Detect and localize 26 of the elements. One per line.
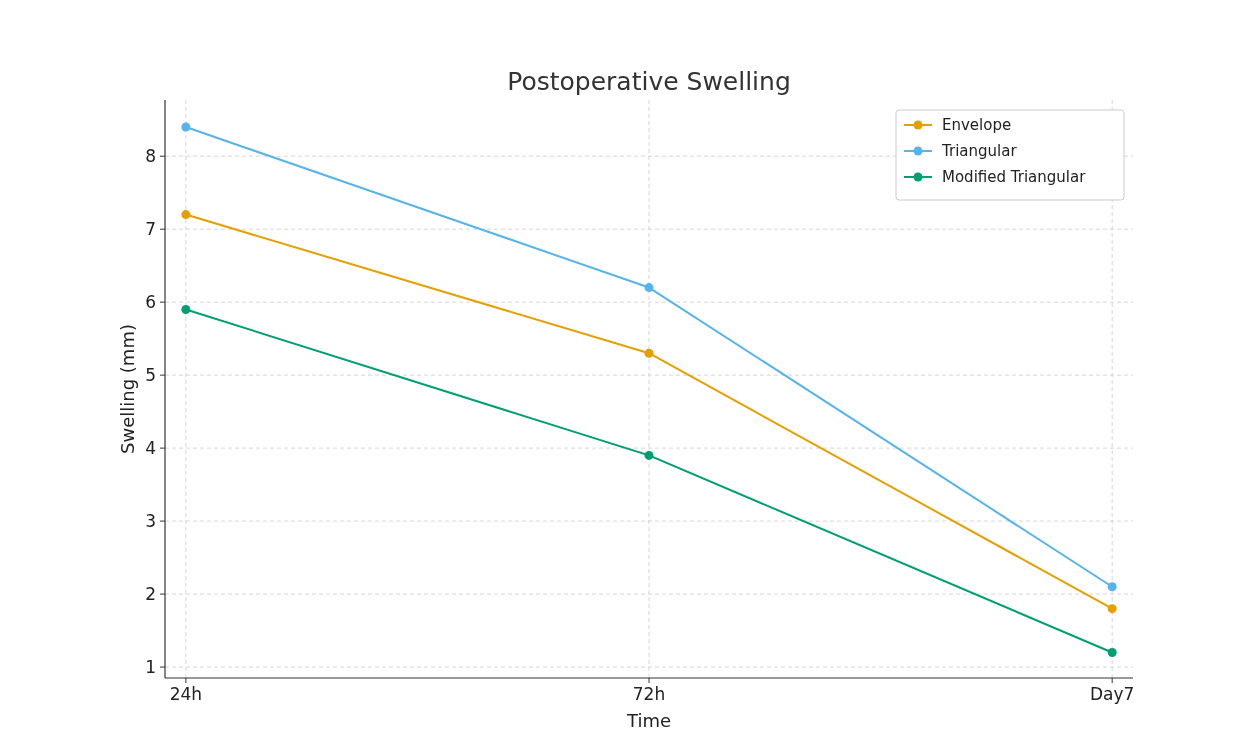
y-tick-label: 4 — [145, 438, 156, 459]
point — [644, 348, 654, 358]
point — [644, 283, 654, 293]
x-tick-label: 72h — [632, 684, 666, 704]
y-tick-label: 5 — [145, 365, 156, 386]
point — [644, 450, 654, 460]
point — [181, 210, 191, 220]
point — [1107, 582, 1117, 592]
x-axis-title: Time — [625, 710, 672, 731]
point — [181, 122, 191, 132]
y-axis-title: Swelling (mm) — [117, 324, 138, 454]
point — [1107, 647, 1117, 657]
y-tick-label: 1 — [145, 657, 156, 677]
y-tick-label: 8 — [145, 146, 156, 167]
point — [1107, 604, 1117, 614]
x-tick-label: Day7 — [1089, 684, 1135, 704]
legend-label: Envelope — [942, 116, 1012, 135]
y-tick-label: 6 — [145, 292, 156, 313]
chart-title: Postoperative Swelling — [507, 67, 791, 96]
y-tick-label: 2 — [145, 584, 156, 605]
legend-label: Modified Triangular — [942, 168, 1087, 187]
legend-label: Triangular — [941, 142, 1018, 161]
x-tick-label: 24h — [169, 684, 203, 704]
y-tick-label: 3 — [145, 511, 156, 532]
y-tick-label: 7 — [145, 219, 156, 240]
point — [181, 304, 191, 314]
